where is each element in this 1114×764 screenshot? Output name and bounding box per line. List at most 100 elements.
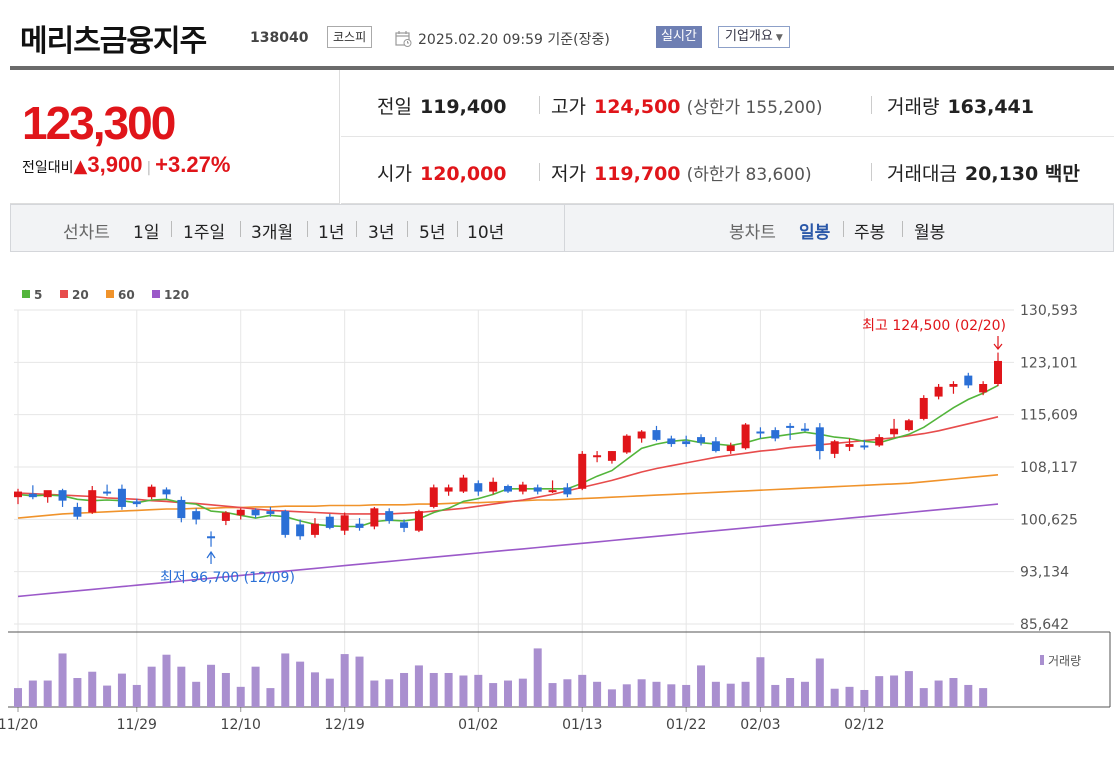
candlestick-chart: 130,593 123,101 115,609 108,117 100,625 93,13… — [0, 288, 1111, 733]
volume-bar — [890, 675, 899, 707]
candle-body — [607, 451, 616, 461]
volume-bar — [741, 681, 750, 707]
divider — [871, 96, 872, 114]
volume: 거래량 163,441 — [887, 92, 1034, 119]
candle-body — [711, 441, 720, 452]
low-price: 저가 119,700 (하한가 83,600) — [551, 159, 812, 186]
candle-body — [281, 511, 290, 535]
volume-bar — [934, 680, 943, 707]
volume-bar — [682, 684, 691, 707]
tab-daily[interactable]: 일봉 — [799, 223, 831, 243]
tab-1day[interactable]: 1일 — [133, 223, 160, 243]
volume-bar — [979, 688, 988, 707]
company-overview-dropdown[interactable]: 기업개요 ▼ — [718, 26, 790, 48]
x-tick-label: 01/13 — [562, 717, 602, 733]
volume-bar — [251, 666, 260, 707]
candle-body — [236, 509, 245, 516]
volume-bar — [325, 678, 334, 707]
candle-body — [830, 441, 839, 454]
legend-label: 5 — [34, 288, 42, 302]
divider — [240, 221, 241, 237]
legend-swatch — [60, 290, 68, 298]
candle-body — [726, 445, 735, 452]
volume-bar — [296, 661, 305, 707]
ma120-line — [17, 503, 999, 598]
candle-body — [593, 455, 602, 458]
volume-bar — [771, 684, 780, 707]
tab-3year[interactable]: 3년 — [368, 223, 395, 243]
volume-bar — [28, 680, 37, 707]
volume-bar — [459, 675, 468, 707]
high-label: 고가 — [551, 96, 586, 118]
candle-body — [310, 523, 319, 535]
volume-bar — [266, 688, 275, 707]
candle-body — [518, 484, 527, 492]
divider: | — [146, 160, 152, 176]
candle-body — [815, 427, 824, 452]
volume-bar — [726, 683, 735, 707]
volume-bar — [414, 665, 423, 707]
tab-1week[interactable]: 1주일 — [183, 223, 226, 243]
amount-value: 20,130 백만 — [964, 163, 1080, 185]
candle-body — [474, 483, 483, 492]
prev-close-label: 전일 — [377, 96, 412, 118]
volume-bar — [103, 685, 112, 707]
x-tick-label: 01/02 — [458, 717, 498, 733]
candle-body — [994, 360, 1002, 384]
low-value: 119,700 — [593, 163, 681, 185]
candle-body — [682, 441, 691, 445]
divider — [356, 221, 357, 237]
x-tick-label: 01/22 — [666, 717, 706, 733]
tab-weekly[interactable]: 주봉 — [854, 223, 886, 243]
candle-body — [741, 424, 750, 449]
candle-body — [578, 453, 587, 489]
divider — [564, 205, 565, 251]
candle-body — [979, 383, 988, 393]
candle-body — [622, 435, 631, 453]
candle-chart-label: 봉차트 — [729, 223, 776, 243]
y-tick-label: 130,593 — [1020, 303, 1078, 319]
up-triangle-icon: ▲ — [73, 156, 88, 177]
quote-datetime: 2025.02.20 09:59 기준(장중) — [418, 32, 610, 48]
volume-bar — [964, 684, 973, 707]
candle-body — [875, 437, 884, 446]
divider — [407, 221, 408, 237]
stock-name: 메리츠금융지주 — [20, 24, 207, 59]
candle-body — [103, 491, 112, 494]
max-annotation: 최고 124,500 (02/20) — [862, 318, 1006, 334]
volume-bar — [474, 674, 483, 707]
volume-bar — [162, 654, 171, 707]
current-price: 123,300 — [22, 97, 176, 149]
volume-bar — [221, 672, 230, 707]
x-tick-label: 12/10 — [221, 717, 261, 733]
tab-10year[interactable]: 10년 — [467, 223, 505, 243]
divider — [539, 163, 540, 181]
candle-body — [266, 511, 275, 514]
volume-bar — [697, 665, 706, 707]
volume-bar — [711, 681, 720, 707]
candle-body — [43, 490, 52, 498]
candle-body — [132, 501, 141, 505]
y-tick-label: 123,101 — [1020, 355, 1078, 371]
candle-body — [860, 445, 869, 448]
candle-body — [147, 486, 156, 498]
tab-5year[interactable]: 5년 — [419, 223, 446, 243]
divider — [843, 221, 844, 237]
stock-header: 메리츠금융지주 138040 코스피 2025.02.20 09:59 기준(장… — [0, 0, 1114, 66]
volume-bar — [578, 674, 587, 707]
candle-body — [340, 515, 349, 531]
volume-bar — [489, 683, 498, 707]
tab-monthly[interactable]: 월봉 — [914, 223, 946, 243]
tab-1year[interactable]: 1년 — [318, 223, 345, 243]
tab-3month[interactable]: 3개월 — [251, 223, 294, 243]
chart-period-tabs: 선차트 1일 1주일 3개월 1년 3년 5년 10년 봉차트 일봉 주봉 월봉 — [10, 204, 1114, 252]
realtime-button[interactable]: 실시간 — [656, 26, 702, 48]
trade-amount: 거래대금 20,130 백만 — [887, 159, 1080, 186]
candle-body — [400, 522, 409, 528]
candle-body — [697, 437, 706, 443]
change-rate: +3.27% — [155, 152, 231, 177]
info-row: 전일 119,400 고가 124,500 (상한가 155,200) 거래량 163… — [341, 70, 1114, 137]
volume-bar — [355, 656, 364, 707]
candle-body — [845, 444, 854, 447]
change-amount: 3,900 — [87, 152, 143, 177]
